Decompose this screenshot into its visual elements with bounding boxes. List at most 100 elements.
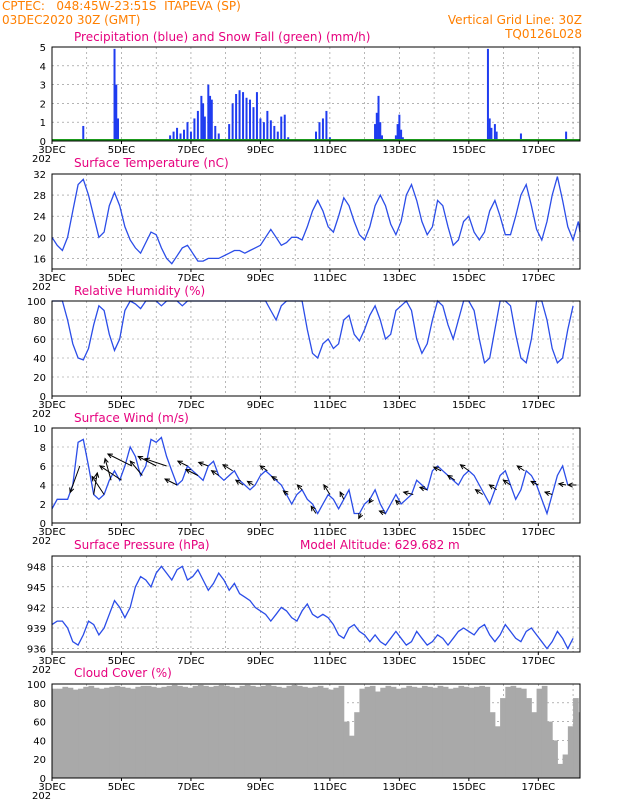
wind-arrow-head <box>246 480 253 486</box>
cloud-cover-bar <box>526 698 532 778</box>
pressure-frame <box>51 555 581 653</box>
precip-bar <box>117 118 119 141</box>
cloud-cover-bar <box>104 687 110 778</box>
cloud-cover-bar <box>437 685 444 778</box>
cloud-cover-bar <box>406 685 413 778</box>
cloud-cover-bar <box>349 735 355 778</box>
wind-arrow-head <box>282 490 289 496</box>
pressure-line <box>51 565 574 651</box>
precip-bar <box>179 133 182 141</box>
cloud-cover-bar <box>547 721 553 778</box>
temperature-year-label: 202 <box>32 282 51 293</box>
wind-arrow <box>222 464 233 472</box>
precip-bar <box>196 110 199 141</box>
cloud-cover-bar <box>276 686 282 778</box>
humidity-frame <box>51 300 581 397</box>
precip-bar <box>202 103 205 141</box>
cloud-cover-bar <box>416 687 423 778</box>
precip-bar <box>186 122 189 141</box>
cloud-cover-bar <box>401 687 407 778</box>
wind-arrow-head <box>270 476 277 482</box>
precipitation-ytick-label: 5 <box>40 43 46 54</box>
precipitation-title: Precipitation (blue) and Snow Fall (gree… <box>74 30 370 44</box>
humidity-ytick-label: 80 <box>33 316 46 327</box>
wind-arrow <box>339 491 345 500</box>
temperature-title: Surface Temperature (nC) <box>74 156 229 170</box>
wind-arrow-head <box>566 482 573 488</box>
precip-bar <box>495 131 498 141</box>
cloud-cover-bar <box>302 686 308 778</box>
humidity-xtick-label: 11DEC <box>313 400 347 411</box>
cloud-cover-bar <box>427 686 433 778</box>
cloud-cover-ytick-label: 60 <box>33 718 46 729</box>
cloud-cover-bar <box>229 686 235 778</box>
wind-xtick-label: 15DEC <box>452 527 486 538</box>
wind-arrow-head <box>459 464 466 470</box>
cloud-cover-bar <box>124 687 131 778</box>
wind-xtick-label: 3DEC <box>38 527 65 538</box>
cloud-cover-bar <box>93 687 100 778</box>
precipitation-xtick-label: 9DEC <box>247 145 274 156</box>
cloud-cover-bar <box>83 686 89 778</box>
cloud-cover-bar <box>531 712 538 778</box>
cloud-cover-bar <box>515 687 522 778</box>
wind-arrow-head <box>378 510 385 516</box>
precip-bar <box>374 124 377 141</box>
wind-arrow-head <box>488 484 495 490</box>
cloud-cover-bar <box>291 684 298 778</box>
cloud-cover-bar <box>338 685 345 778</box>
wind-arrow <box>544 491 553 495</box>
wind-arrow <box>475 489 484 495</box>
wind-arrow-head <box>557 481 564 488</box>
pressure-xtick-label: 5DEC <box>108 656 135 667</box>
cloud-cover-xtick-label: 5DEC <box>108 782 135 793</box>
cloud-cover-bar <box>208 686 215 778</box>
cloud-cover-bar <box>458 685 465 778</box>
wind-arrow-head <box>432 466 439 472</box>
cloud-cover-bar <box>468 687 475 778</box>
precip-bar <box>488 118 491 141</box>
temperature-xtick-label: 5DEC <box>108 273 135 284</box>
wind-arrow-head <box>310 505 316 512</box>
humidity-xtick-label: 5DEC <box>108 400 135 411</box>
precip-bar <box>183 129 185 141</box>
cloud-cover-bar <box>192 685 199 778</box>
precipitation-xtick-label: 3DEC <box>38 145 65 156</box>
precipitation-xtick-label: 11DEC <box>313 145 347 156</box>
cloud-cover-bar <box>135 686 142 778</box>
wind-arrow-head <box>137 455 144 461</box>
cloud-cover-bar <box>239 685 246 778</box>
precip-bar <box>200 95 203 141</box>
precip-bar <box>398 114 401 141</box>
wind-xtick-label: 17DEC <box>521 527 555 538</box>
cloud-cover-bar <box>151 686 157 778</box>
pressure-ytick-label: 948 <box>27 562 46 573</box>
wind-arrow <box>185 469 199 476</box>
cloud-cover-bar <box>67 687 74 778</box>
wind-arrow <box>460 464 470 472</box>
precip-bar <box>242 92 245 141</box>
pressure-title: Surface Pressure (hPa) <box>74 538 210 552</box>
precip-bar <box>396 124 399 141</box>
humidity-xtick-label: 9DEC <box>247 400 274 411</box>
precip-bar <box>217 133 220 141</box>
humidity-ytick-label: 100 <box>27 297 46 308</box>
model-altitude-label: Model Altitude: 629.682 m <box>300 538 460 552</box>
temperature-xtick-label: 15DEC <box>452 273 486 284</box>
cloud-cover-bar <box>78 688 84 778</box>
humidity-year-label: 202 <box>32 409 51 420</box>
cloud-cover-bar <box>536 688 543 778</box>
wind-arrow-head <box>129 460 136 467</box>
wind-arrow <box>93 472 98 495</box>
humidity-ytick-label: 60 <box>33 335 46 346</box>
wind-arrow <box>99 465 122 481</box>
wind-arrow <box>489 484 497 491</box>
wind-arrow <box>310 506 317 514</box>
wind-arrow <box>211 470 220 476</box>
cloud-cover-bar <box>109 686 116 778</box>
cloud-cover-bar <box>484 686 491 778</box>
wind-arrow <box>558 483 567 486</box>
precip-bar <box>214 125 217 141</box>
cloud-cover-bar <box>359 688 366 778</box>
